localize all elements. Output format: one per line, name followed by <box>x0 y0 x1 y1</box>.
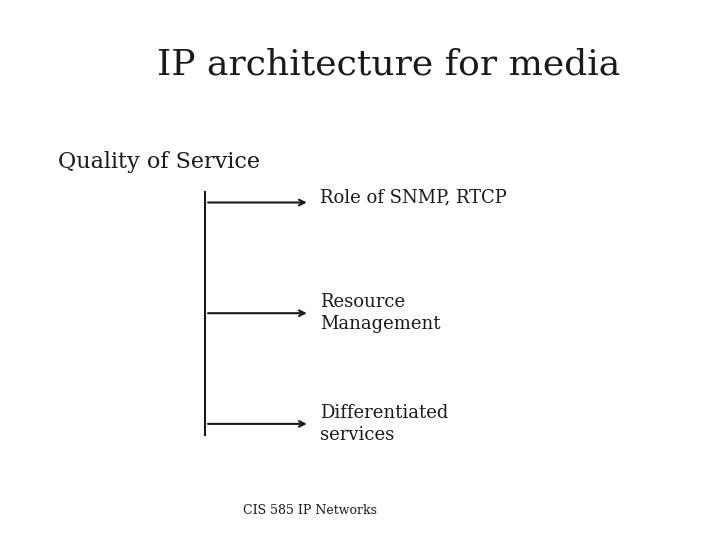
Text: Role of SNMP, RTCP: Role of SNMP, RTCP <box>320 188 507 206</box>
Text: IP architecture for media: IP architecture for media <box>157 48 621 82</box>
Text: Differentiated
services: Differentiated services <box>320 404 449 444</box>
Text: CIS 585 IP Networks: CIS 585 IP Networks <box>243 504 377 517</box>
Text: Resource
Management: Resource Management <box>320 293 441 333</box>
Text: Quality of Service: Quality of Service <box>58 151 260 173</box>
